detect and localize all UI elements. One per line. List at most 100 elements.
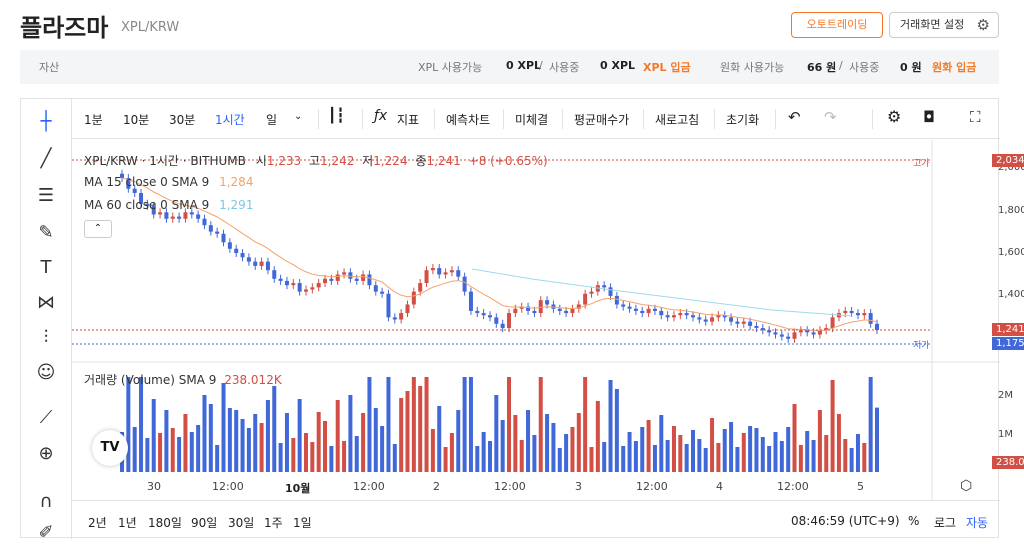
pencil-lock-icon[interactable]: ✐	[38, 522, 54, 543]
candle-body	[519, 306, 524, 309]
chart-plot-area[interactable]: XPL/KRW · 1시간 · BITHUMB 시1,233 고1,242 저1…	[72, 140, 1024, 540]
auto-trading-button[interactable]: 오토트레이딩	[791, 12, 883, 38]
magnet-icon[interactable]: ∩	[39, 491, 53, 512]
candle-body	[513, 308, 518, 314]
fib-lines-icon[interactable]: ☰	[37, 185, 55, 206]
coin-name: 플라즈마	[20, 14, 109, 42]
candles	[120, 169, 879, 343]
candle-body	[310, 287, 315, 290]
candle-body	[722, 315, 727, 318]
redo-icon[interactable]: ↷	[824, 108, 837, 126]
candle-body	[526, 306, 531, 311]
crosshair-icon[interactable]: ┼	[40, 111, 52, 132]
zoom-in-icon[interactable]: ⊕	[38, 443, 54, 464]
volume-bar	[456, 410, 461, 472]
volume-bar	[227, 408, 232, 472]
chevron-down-icon[interactable]: ⌄	[294, 111, 303, 122]
time-tick: 30	[147, 480, 161, 493]
volume-bar	[234, 410, 239, 472]
indicator-button[interactable]: 지표	[397, 113, 420, 127]
candle-body	[583, 293, 588, 305]
interval-30m[interactable]: 30분	[169, 113, 196, 127]
volume-bar	[583, 377, 588, 472]
percent-toggle[interactable]: %	[908, 514, 920, 528]
collapse-legend-button[interactable]: ⌃	[84, 220, 112, 238]
brush-icon[interactable]: ✎	[38, 222, 54, 243]
range-2y[interactable]: 2년	[88, 516, 107, 530]
range-90d[interactable]: 90일	[191, 516, 218, 530]
chart-svg[interactable]	[72, 140, 1000, 500]
interval-day[interactable]: 일	[266, 113, 278, 127]
candle-body	[240, 253, 245, 258]
candle-body	[234, 248, 239, 254]
trade-settings-button[interactable]: 거래화면 설정 ⚙	[889, 12, 999, 38]
candle-body	[329, 278, 334, 281]
refresh-button[interactable]: 새로고침	[655, 113, 700, 127]
ruler-icon[interactable]: ⟋	[39, 407, 53, 428]
undo-icon[interactable]: ↶	[788, 108, 801, 126]
volume-bar	[139, 377, 144, 472]
volume-bar	[589, 447, 594, 472]
camera-icon[interactable]: ◘	[923, 108, 935, 126]
high-label: 고	[308, 154, 320, 168]
range-bar: 2년 1년 180일 90일 30일 1주 1일 08:46:59 (UTC+9…	[72, 500, 1000, 539]
unfilled-orders-button[interactable]: 미체결	[515, 113, 549, 127]
volume-bar	[310, 442, 315, 472]
candlestick-type-icon[interactable]: ┃┇	[328, 108, 345, 124]
volume-bar	[652, 445, 657, 472]
candle-body	[386, 293, 391, 318]
axis-settings-icon[interactable]: ⬡	[960, 478, 973, 494]
volume-bar	[735, 447, 740, 472]
volume-bar	[614, 389, 619, 472]
volume-bar	[671, 426, 676, 472]
interval-1h[interactable]: 1시간	[215, 113, 245, 127]
avg-buy-price-button[interactable]: 평균매수가	[574, 113, 630, 127]
range-1d[interactable]: 1일	[293, 516, 312, 530]
candle-body	[798, 330, 803, 333]
trendline-icon[interactable]: ╱	[40, 148, 52, 169]
volume-bar	[627, 432, 632, 472]
text-tool-icon[interactable]: T	[40, 257, 52, 278]
range-1y[interactable]: 1년	[118, 516, 137, 530]
pattern-icon[interactable]: ⋈	[37, 292, 55, 313]
slash: /	[539, 59, 543, 72]
slash: /	[839, 59, 843, 72]
auto-toggle[interactable]: 자동	[966, 516, 989, 530]
reset-button[interactable]: 초기화	[726, 113, 760, 127]
tradingview-logo[interactable]: TV	[92, 430, 128, 466]
candle-body	[557, 308, 562, 311]
volume-bar	[532, 435, 537, 472]
fullscreen-icon[interactable]: ⛶	[970, 108, 981, 126]
volume-bar	[500, 420, 505, 472]
time-tick: 4	[716, 480, 723, 493]
forecast-chart-button[interactable]: 예측차트	[446, 113, 491, 127]
interval-1m[interactable]: 1분	[84, 113, 103, 127]
candle-body	[183, 212, 188, 219]
candle-body	[811, 332, 816, 335]
emoji-icon[interactable]: ☺	[36, 362, 56, 383]
current-price-tag: 1,241	[992, 323, 1024, 336]
krw-deposit-link[interactable]: 원화 입금	[932, 61, 977, 74]
log-toggle[interactable]: 로그	[934, 516, 957, 530]
xpl-deposit-link[interactable]: XPL 입금	[643, 61, 691, 74]
settings-gear-icon[interactable]: ⚙	[887, 107, 902, 126]
range-30d[interactable]: 30일	[228, 516, 255, 530]
candle-body	[367, 274, 372, 286]
clock: 08:46:59 (UTC+9)	[791, 514, 900, 528]
volume-bar	[760, 437, 765, 472]
candle-body	[589, 291, 594, 294]
range-180d[interactable]: 180일	[148, 516, 182, 530]
candle-body	[259, 261, 264, 266]
forecast-tool-icon[interactable]: ⫶	[43, 327, 49, 348]
range-1w[interactable]: 1주	[264, 516, 283, 530]
interval-10m[interactable]: 10분	[123, 113, 150, 127]
candle-body	[576, 304, 581, 309]
function-icon[interactable]: ƒx	[374, 108, 388, 124]
volume-bar	[418, 386, 423, 472]
volume-bar	[354, 436, 359, 472]
candle-body	[158, 212, 163, 215]
candle-body	[500, 323, 505, 329]
candle-body	[297, 283, 302, 292]
candle-body	[392, 317, 397, 320]
volume-bar	[703, 448, 708, 472]
